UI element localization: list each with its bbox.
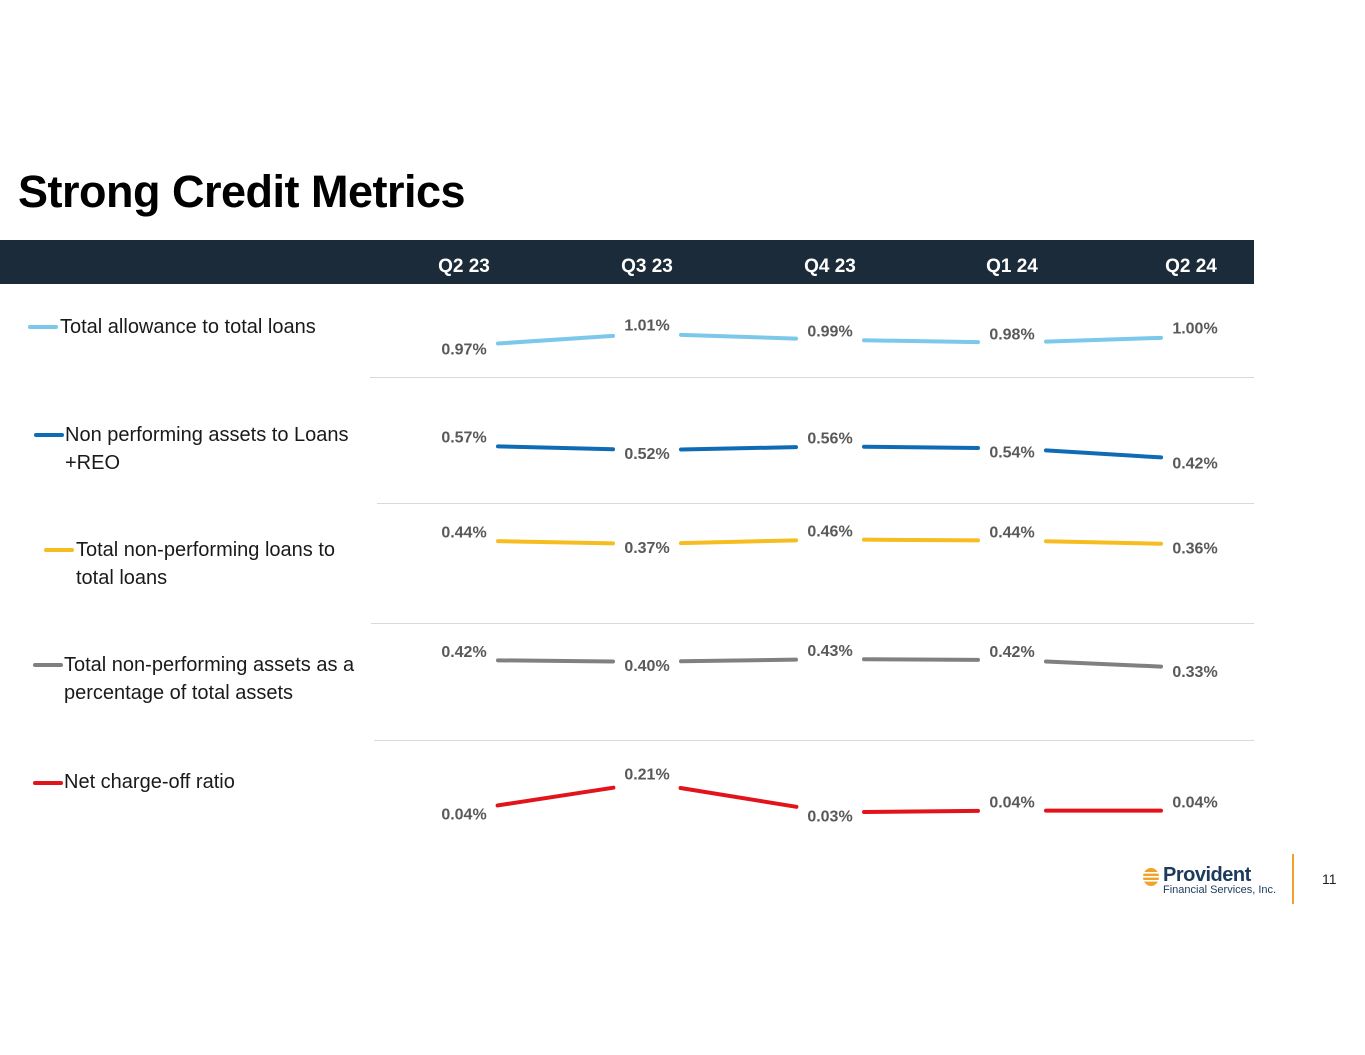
data-label-total-non-performing-assets-as-a-percentage-of-total-assets: 0.43% [807,643,852,660]
legend-swatch-npl-loans [44,548,74,552]
data-label-total-non-performing-assets-as-a-percentage-of-total-assets: 0.33% [1172,664,1217,681]
quarter-label-q2-23: Q2 23 [438,256,490,277]
data-label-total-non-performing-assets-as-a-percentage-of-total-assets: 0.42% [989,644,1034,661]
series-line-net-charge-off-ratio [861,808,981,814]
series-line-non-performing-assets-to-loans-reo [1043,448,1164,460]
legend-label-net-charge-off: Net charge-off ratio [64,771,235,793]
series-line-total-non-performing-loans-to-total-loans [1043,539,1164,546]
data-label-total-non-performing-assets-as-a-percentage-of-total-assets: 0.42% [441,644,486,661]
data-label-total-allowance-to-total-loans: 0.99% [807,324,852,341]
series-line-non-performing-assets-to-loans-reo [495,444,616,452]
legend-label-npa-assets: Total non-performing assets as a percent… [64,654,355,704]
legend-label-allowance: Total allowance to total loans [60,316,316,338]
quarter-label-q2-24: Q2 24 [1165,256,1217,277]
logo-divider [1292,854,1294,904]
legend-swatch-net-charge-off [33,781,63,785]
data-label-net-charge-off-ratio: 0.04% [441,807,486,824]
logo-subtitle: Financial Services, Inc. [1163,884,1277,896]
series-line-total-non-performing-assets-as-a-percentage-of-total-assets [678,657,799,664]
quarter-label-q3-23: Q3 23 [621,256,673,277]
data-label-non-performing-assets-to-loans-reo: 0.54% [989,444,1034,461]
data-label-total-allowance-to-total-loans: 0.98% [989,327,1034,344]
legend-swatch-allowance [28,325,58,329]
legend-swatch-npa-assets [33,663,63,667]
legend-label-npl-loans: Total non-performing loans to total loan… [76,539,336,589]
quarter-label-q1-24: Q1 24 [986,256,1038,277]
series-line-total-allowance-to-total-loans [1043,335,1164,344]
series-line-total-non-performing-loans-to-total-loans [861,537,981,543]
data-label-total-non-performing-loans-to-total-loans: 0.37% [624,540,669,557]
quarter-header-bar [0,240,1254,284]
data-label-total-non-performing-loans-to-total-loans: 0.46% [807,524,852,541]
series-line-total-allowance-to-total-loans [861,338,981,345]
series-line-total-allowance-to-total-loans [495,333,616,346]
series-line-non-performing-assets-to-loans-reo [861,444,981,450]
data-label-total-non-performing-loans-to-total-loans: 0.44% [441,525,486,542]
data-label-total-allowance-to-total-loans: 0.97% [441,342,486,359]
row-divider [377,503,1254,504]
row-divider [371,623,1254,624]
data-label-total-non-performing-loans-to-total-loans: 0.36% [1172,541,1217,558]
legend-label-npa-loans-reo: Non performing assets to Loans +REO [65,424,349,474]
series-line-total-non-performing-assets-as-a-percentage-of-total-assets [495,658,616,664]
data-label-total-non-performing-loans-to-total-loans: 0.44% [989,525,1034,542]
data-label-net-charge-off-ratio: 0.04% [1172,795,1217,812]
series-line-net-charge-off-ratio [495,785,616,808]
row-divider [374,740,1254,741]
data-label-non-performing-assets-to-loans-reo: 0.52% [624,446,669,463]
row-divider [370,377,1254,378]
series-line-total-non-performing-loans-to-total-loans [495,539,616,546]
quarter-label-q4-23: Q4 23 [804,256,856,277]
data-label-total-allowance-to-total-loans: 1.01% [624,318,669,335]
series-line-total-non-performing-assets-as-a-percentage-of-total-assets [1043,659,1164,669]
data-label-non-performing-assets-to-loans-reo: 0.42% [1172,455,1217,472]
page-title: Strong Credit Metrics [18,166,466,217]
provident-logo-icon [1142,868,1160,886]
page-number: 11 [1322,871,1337,887]
data-label-total-non-performing-assets-as-a-percentage-of-total-assets: 0.40% [624,658,669,675]
series-line-total-non-performing-assets-as-a-percentage-of-total-assets [861,657,981,662]
data-label-non-performing-assets-to-loans-reo: 0.57% [441,430,486,447]
data-label-net-charge-off-ratio: 0.21% [624,767,669,784]
series-line-total-non-performing-loans-to-total-loans [678,538,799,546]
data-label-net-charge-off-ratio: 0.04% [989,795,1034,812]
data-label-net-charge-off-ratio: 0.03% [807,808,852,825]
legend-swatch-npa-loans-reo [34,433,64,437]
logo-name: Provident [1163,864,1251,886]
data-label-total-allowance-to-total-loans: 1.00% [1172,321,1217,338]
series-line-non-performing-assets-to-loans-reo [678,445,799,452]
series-line-total-allowance-to-total-loans [678,332,799,341]
series-line-net-charge-off-ratio [678,785,799,809]
data-label-non-performing-assets-to-loans-reo: 0.56% [807,430,852,447]
